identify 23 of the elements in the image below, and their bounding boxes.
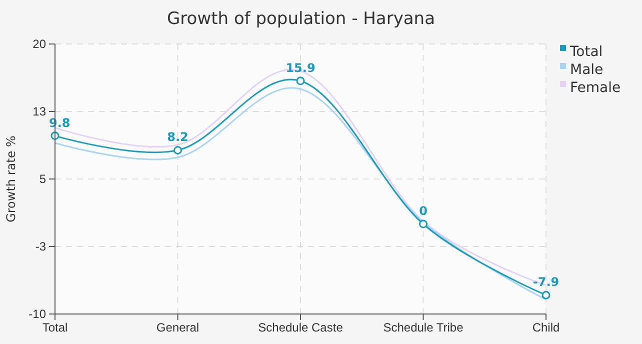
y-axis-title: Growth rate %	[4, 136, 18, 222]
point	[174, 146, 182, 154]
y-tick-label: 20	[32, 36, 46, 51]
x-tick-label: Total	[42, 320, 68, 335]
y-tick-label: -3	[35, 239, 46, 254]
x-tick-label: Child	[532, 320, 560, 335]
x-tick-label: Schedule Caste	[258, 320, 344, 335]
y-tick-label: 13	[32, 104, 46, 118]
legend-label: Female	[570, 80, 621, 96]
point	[296, 76, 305, 86]
point	[419, 220, 428, 228]
y-tick-label: 5	[39, 172, 46, 186]
chart-title: Growth of population - Haryana	[167, 9, 435, 29]
point	[542, 290, 550, 300]
data-label: 15.9	[286, 60, 316, 75]
x-tick-label: General	[156, 320, 200, 335]
data-label: 0	[419, 204, 428, 218]
x-tick-label: Schedule Tribe	[383, 320, 464, 335]
legend-label: Male	[570, 62, 604, 78]
y-tick-label: -10	[28, 306, 46, 321]
data-label: -7.9	[532, 275, 560, 290]
legend-label: Total	[569, 44, 603, 60]
data-label: 8.2	[167, 130, 188, 144]
